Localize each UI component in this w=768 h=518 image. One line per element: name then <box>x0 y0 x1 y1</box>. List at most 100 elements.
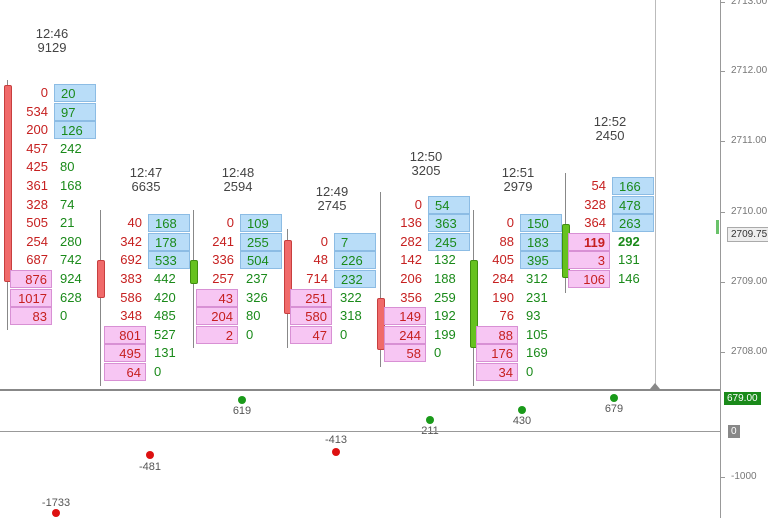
ask-volume-cell[interactable]: 168 <box>60 178 82 193</box>
ask-volume-cell[interactable]: 259 <box>434 289 456 305</box>
bid-volume-cell[interactable]: 876 <box>10 270 52 288</box>
bid-volume-cell[interactable]: 0 <box>414 196 422 212</box>
ask-volume-cell[interactable]: 485 <box>154 308 176 324</box>
ask-volume-cell[interactable]: 255 <box>240 232 282 251</box>
bid-volume-cell[interactable]: 383 <box>120 271 142 286</box>
bid-volume-cell[interactable]: 176 <box>476 344 518 363</box>
bid-volume-cell[interactable]: 83 <box>10 307 52 326</box>
bid-volume-cell[interactable]: 457 <box>26 140 48 156</box>
bid-volume-cell[interactable]: 190 <box>492 289 514 305</box>
bid-volume-cell[interactable]: 0 <box>40 85 48 100</box>
ask-volume-cell[interactable]: 0 <box>154 364 162 379</box>
bid-volume-cell[interactable]: 282 <box>400 233 422 249</box>
bid-volume-cell[interactable]: 405 <box>492 252 514 268</box>
bid-volume-cell[interactable]: 47 <box>290 325 332 344</box>
ask-volume-cell[interactable]: 54 <box>428 195 470 214</box>
ask-volume-cell[interactable]: 231 <box>526 289 548 305</box>
bid-volume-cell[interactable]: 257 <box>212 271 234 286</box>
ask-volume-cell[interactable]: 0 <box>246 326 254 342</box>
bid-volume-cell[interactable]: 58 <box>384 344 426 363</box>
ask-volume-cell[interactable]: 178 <box>148 232 190 251</box>
ask-volume-cell[interactable]: 74 <box>60 196 75 212</box>
ask-volume-cell[interactable]: 504 <box>240 251 282 270</box>
ask-volume-cell[interactable]: 0 <box>60 308 68 324</box>
bid-volume-cell[interactable]: 2 <box>196 325 238 344</box>
bid-volume-cell[interactable]: 48 <box>313 252 328 268</box>
bid-volume-cell[interactable]: 425 <box>26 159 48 175</box>
bid-volume-cell[interactable]: 580 <box>290 307 332 326</box>
bid-volume-cell[interactable]: 200 <box>26 122 48 138</box>
bid-volume-cell[interactable]: 106 <box>568 270 610 288</box>
bid-volume-cell[interactable]: 54 <box>591 178 606 193</box>
ask-volume-cell[interactable]: 188 <box>434 271 456 286</box>
ask-volume-cell[interactable]: 169 <box>526 345 548 361</box>
ask-volume-cell[interactable]: 131 <box>618 252 640 268</box>
ask-volume-cell[interactable]: 131 <box>154 345 176 361</box>
bid-volume-cell[interactable]: 3 <box>568 251 610 270</box>
bid-volume-cell[interactable]: 495 <box>104 344 146 363</box>
ask-volume-cell[interactable]: 105 <box>526 326 548 342</box>
ask-volume-cell[interactable]: 183 <box>520 232 562 251</box>
bid-volume-cell[interactable]: 0 <box>226 215 234 231</box>
bid-volume-cell[interactable]: 149 <box>384 307 426 326</box>
ask-volume-cell[interactable]: 192 <box>434 308 456 324</box>
bid-volume-cell[interactable]: 361 <box>26 178 48 193</box>
ask-volume-cell[interactable]: 245 <box>428 232 470 251</box>
bid-volume-cell[interactable]: 244 <box>384 325 426 344</box>
bid-volume-cell[interactable]: 64 <box>104 363 146 381</box>
ask-volume-cell[interactable]: 395 <box>520 251 562 270</box>
ask-volume-cell[interactable]: 326 <box>246 289 268 305</box>
bid-volume-cell[interactable]: 0 <box>320 233 328 249</box>
bid-volume-cell[interactable]: 505 <box>26 215 48 231</box>
ask-volume-cell[interactable]: 0 <box>526 364 534 379</box>
ask-volume-cell[interactable]: 363 <box>428 214 470 233</box>
bid-volume-cell[interactable]: 687 <box>26 252 48 268</box>
ask-volume-cell[interactable]: 318 <box>340 308 362 324</box>
bid-volume-cell[interactable]: 88 <box>476 325 518 344</box>
ask-volume-cell[interactable]: 80 <box>246 308 261 324</box>
ask-volume-cell[interactable]: 280 <box>60 233 82 249</box>
bid-volume-cell[interactable]: 586 <box>120 289 142 305</box>
bid-volume-cell[interactable]: 142 <box>400 252 422 268</box>
bid-volume-cell[interactable]: 364 <box>584 215 606 231</box>
ask-volume-cell[interactable]: 263 <box>612 214 654 233</box>
bid-volume-cell[interactable]: 328 <box>26 196 48 212</box>
ask-volume-cell[interactable]: 533 <box>148 251 190 270</box>
bid-volume-cell[interactable]: 328 <box>584 196 606 212</box>
ask-volume-cell[interactable]: 20 <box>54 84 96 102</box>
bid-volume-cell[interactable]: 342 <box>120 233 142 249</box>
ask-volume-cell[interactable]: 628 <box>60 289 82 305</box>
ask-volume-cell[interactable]: 80 <box>60 159 75 175</box>
ask-volume-cell[interactable]: 226 <box>334 251 376 270</box>
bid-volume-cell[interactable]: 251 <box>290 288 332 307</box>
bid-volume-cell[interactable]: 136 <box>400 215 422 231</box>
bid-volume-cell[interactable]: 254 <box>26 233 48 249</box>
bid-volume-cell[interactable]: 1017 <box>10 288 52 307</box>
bid-volume-cell[interactable]: 119 <box>568 232 610 251</box>
ask-volume-cell[interactable]: 166 <box>612 177 654 195</box>
ask-volume-cell[interactable]: 132 <box>434 252 456 268</box>
ask-volume-cell[interactable]: 150 <box>520 214 562 233</box>
bid-volume-cell[interactable]: 692 <box>120 252 142 268</box>
ask-volume-cell[interactable]: 242 <box>60 140 82 156</box>
ask-volume-cell[interactable]: 924 <box>60 271 82 286</box>
bid-volume-cell[interactable]: 801 <box>104 325 146 344</box>
ask-volume-cell[interactable]: 146 <box>618 271 640 286</box>
bid-volume-cell[interactable]: 336 <box>212 252 234 268</box>
ask-volume-cell[interactable]: 168 <box>148 214 190 233</box>
ask-volume-cell[interactable]: 322 <box>340 289 362 305</box>
bid-volume-cell[interactable]: 34 <box>476 363 518 381</box>
bid-volume-cell[interactable]: 0 <box>506 215 514 231</box>
bid-volume-cell[interactable]: 206 <box>400 271 422 286</box>
ask-volume-cell[interactable]: 527 <box>154 326 176 342</box>
bid-volume-cell[interactable]: 88 <box>499 233 514 249</box>
ask-volume-cell[interactable]: 292 <box>618 233 640 249</box>
ask-volume-cell[interactable]: 126 <box>54 121 96 140</box>
ask-volume-cell[interactable]: 237 <box>246 271 268 286</box>
ask-volume-cell[interactable]: 21 <box>60 215 75 231</box>
bid-volume-cell[interactable]: 348 <box>120 308 142 324</box>
ask-volume-cell[interactable]: 0 <box>340 326 348 342</box>
ask-volume-cell[interactable]: 7 <box>334 232 376 251</box>
bid-volume-cell[interactable]: 356 <box>400 289 422 305</box>
